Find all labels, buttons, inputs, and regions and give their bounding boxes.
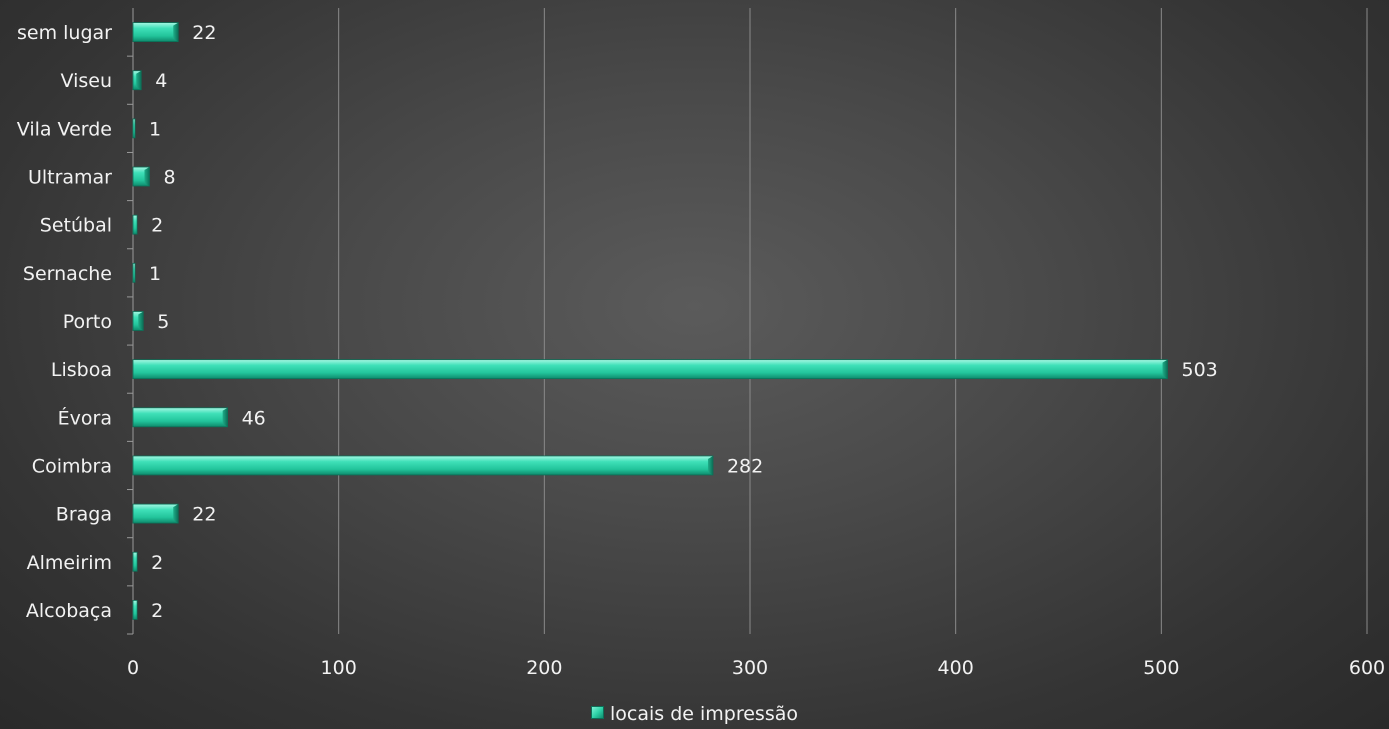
- data-label: 5: [157, 311, 169, 333]
- data-label: 8: [163, 167, 175, 189]
- category-label: Viseu: [61, 70, 113, 92]
- category-label: Sernache: [23, 263, 112, 285]
- bar-end-cap: [144, 167, 150, 187]
- bar: [132, 262, 136, 283]
- bar: [132, 551, 138, 572]
- category-label: Ultramar: [28, 167, 112, 189]
- legend-swatch-icon: [591, 706, 604, 719]
- gridlines: [338, 8, 1368, 634]
- bar: [132, 22, 179, 42]
- bar-end-cap: [138, 311, 144, 331]
- x-tick-label: 200: [526, 657, 562, 679]
- x-tick-label: 400: [938, 657, 974, 679]
- data-label: 503: [1182, 359, 1218, 381]
- axes: [127, 8, 134, 635]
- category-label: sem lugar: [17, 22, 112, 44]
- bar-end-cap: [1162, 359, 1168, 379]
- bar-end-cap: [222, 407, 228, 427]
- bar: [132, 407, 229, 428]
- bar: [132, 455, 714, 476]
- category-label: Coimbra: [32, 455, 112, 477]
- bar: [132, 600, 138, 620]
- x-tick-label: 300: [732, 657, 768, 679]
- x-tick-label: 0: [127, 657, 139, 679]
- bar: [132, 214, 138, 235]
- bar-end-cap: [136, 70, 142, 90]
- legend-label: locais de impressão: [610, 703, 798, 725]
- data-label: 1: [149, 118, 161, 140]
- data-label: 22: [192, 22, 216, 44]
- bars: [132, 22, 1168, 620]
- data-label: 282: [727, 455, 763, 477]
- data-label: 2: [151, 552, 163, 574]
- data-label: 2: [151, 215, 163, 237]
- legend: locais de impressão: [0, 702, 1389, 726]
- bar-end-cap: [707, 455, 713, 475]
- labels: 0 100 200 300 400 500 600 Alcobaça 2 Almeirim 2 Bra…: [17, 22, 1385, 679]
- data-label: 46: [242, 407, 266, 429]
- data-label: 4: [155, 70, 167, 92]
- category-label: Lisboa: [51, 359, 112, 381]
- bar-end-cap: [173, 22, 179, 42]
- category-label: Almeirim: [27, 552, 112, 574]
- category-label: Évora: [58, 406, 112, 429]
- data-label: 2: [151, 600, 163, 622]
- bar: [132, 118, 136, 139]
- data-label: 1: [149, 263, 161, 285]
- bar-end-cap: [173, 504, 179, 524]
- x-tick-label: 600: [1349, 657, 1385, 679]
- category-label: Alcobaça: [26, 600, 112, 622]
- data-label: 22: [192, 504, 216, 526]
- x-tick-label: 100: [321, 657, 357, 679]
- category-label: Setúbal: [40, 215, 112, 237]
- category-label: Vila Verde: [17, 118, 112, 140]
- bar: [132, 359, 1168, 380]
- x-tick-label: 500: [1143, 657, 1179, 679]
- category-label: Braga: [56, 504, 112, 526]
- bar: [132, 503, 179, 524]
- category-label: Porto: [63, 311, 112, 333]
